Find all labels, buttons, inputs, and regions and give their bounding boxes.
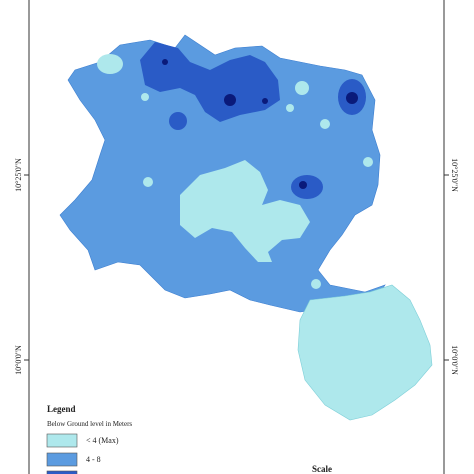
- region-deep: [224, 94, 236, 106]
- latitude-label: 10°0'0"N: [450, 345, 459, 375]
- region-lt-4: [286, 104, 294, 112]
- legend-swatch: [46, 452, 78, 467]
- legend-label: 4 - 8: [86, 455, 101, 464]
- legend-swatch: [46, 470, 78, 474]
- legend-subtitle: Below Ground level in Meters: [47, 420, 132, 428]
- region-deep: [162, 59, 168, 65]
- region-lt-4: [141, 93, 149, 101]
- region-deep: [262, 98, 268, 104]
- legend-swatch: [46, 433, 78, 448]
- region-lt-4: [311, 279, 321, 289]
- scale-title: Scale: [312, 464, 332, 474]
- region-8-plus: [291, 175, 323, 199]
- region-lt-4: [97, 54, 123, 74]
- region-lt-4: [180, 160, 310, 262]
- legend-title: Legend: [47, 404, 76, 414]
- legend-label: < 4 (Max): [86, 436, 119, 445]
- region-deep: [346, 92, 358, 104]
- latitude-label: 10°25'0"N: [14, 158, 23, 192]
- region-lt-4: [363, 157, 373, 167]
- latitude-label: 10°25'0"N: [450, 158, 459, 192]
- region-8-plus: [169, 112, 187, 130]
- region-deep: [299, 181, 307, 189]
- region-lt-4: [320, 119, 330, 129]
- region-lt-4: [295, 81, 309, 95]
- region-8-plus: [140, 42, 280, 122]
- region-lt-4: [143, 177, 153, 187]
- region-lt-4: [297, 284, 433, 421]
- latitude-label: 10°0'0"N: [14, 345, 23, 375]
